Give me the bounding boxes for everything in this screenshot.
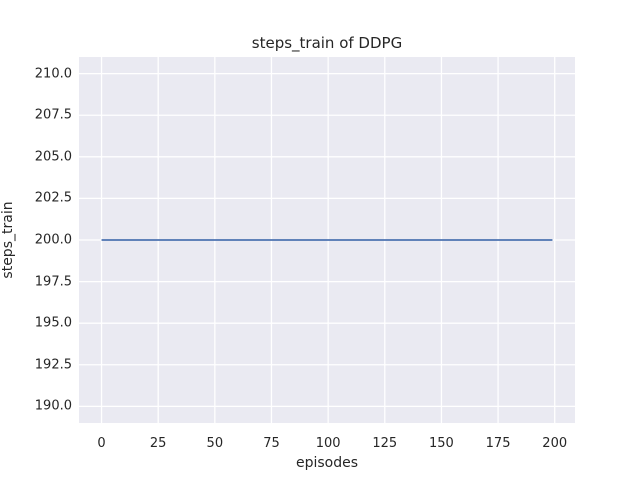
x-tick-label: 150 xyxy=(429,436,454,451)
x-tick-label: 100 xyxy=(315,436,341,451)
y-tick-label: 192.5 xyxy=(34,357,72,373)
y-tick-label: 195.0 xyxy=(34,315,72,331)
x-tick-label: 50 xyxy=(206,436,224,451)
y-tick-label: 205.0 xyxy=(34,149,72,165)
x-tick-label: 0 xyxy=(97,436,106,451)
x-tick-label: 200 xyxy=(542,436,568,451)
y-axis-label: steps_train xyxy=(0,201,16,279)
y-tick-label: 210.0 xyxy=(34,66,72,82)
y-tick-label: 190.0 xyxy=(34,398,72,414)
x-tick-label: 75 xyxy=(263,436,280,451)
x-tick-label: 25 xyxy=(149,436,167,451)
x-tick-label: 175 xyxy=(485,436,511,451)
y-tick-label: 202.5 xyxy=(34,190,72,206)
y-tick-label: 207.5 xyxy=(34,107,72,123)
x-axis-label: episodes xyxy=(295,455,359,471)
y-tick-label: 197.5 xyxy=(34,274,72,290)
x-tick-label: 125 xyxy=(372,436,398,451)
chart-title: steps_train of DDPG xyxy=(251,34,403,52)
plot-area xyxy=(79,57,575,423)
y-tick-label: 200.0 xyxy=(34,232,72,248)
plot-canvas xyxy=(79,57,575,423)
